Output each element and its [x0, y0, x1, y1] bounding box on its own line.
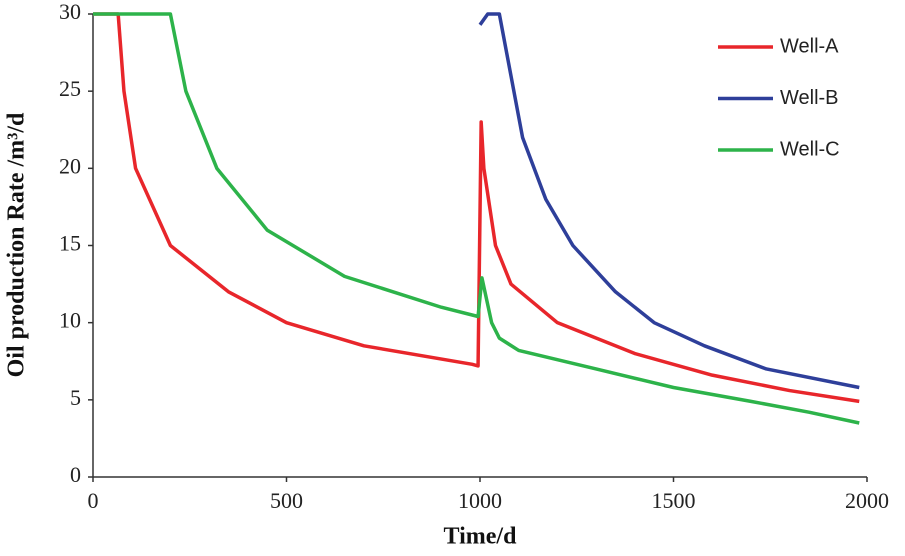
x-tick-label: 1500: [652, 488, 696, 513]
x-tick-label: 0: [88, 488, 99, 513]
x-tick-label: 2000: [845, 488, 889, 513]
legend-label: Well-B: [780, 87, 839, 109]
y-tick-label: 0: [70, 462, 81, 487]
legend-label: Well-C: [780, 138, 840, 160]
x-tick-label: 500: [270, 488, 303, 513]
series-line: [93, 12, 860, 404]
y-tick-label: 30: [59, 0, 81, 24]
y-tick-label: 5: [70, 385, 81, 410]
x-tick-label: 1000: [458, 488, 502, 513]
y-tick-label: 10: [59, 308, 81, 333]
legend-label: Well-A: [780, 35, 839, 57]
y-tick-label: 15: [59, 231, 81, 256]
y-axis-title: Oil production Rate /m³/d: [4, 112, 30, 377]
series-line: [478, 12, 860, 390]
x-axis-title: Time/d: [444, 524, 518, 550]
y-tick-label: 20: [59, 153, 81, 178]
series-line: [93, 12, 860, 425]
y-tick-label: 25: [59, 76, 81, 101]
